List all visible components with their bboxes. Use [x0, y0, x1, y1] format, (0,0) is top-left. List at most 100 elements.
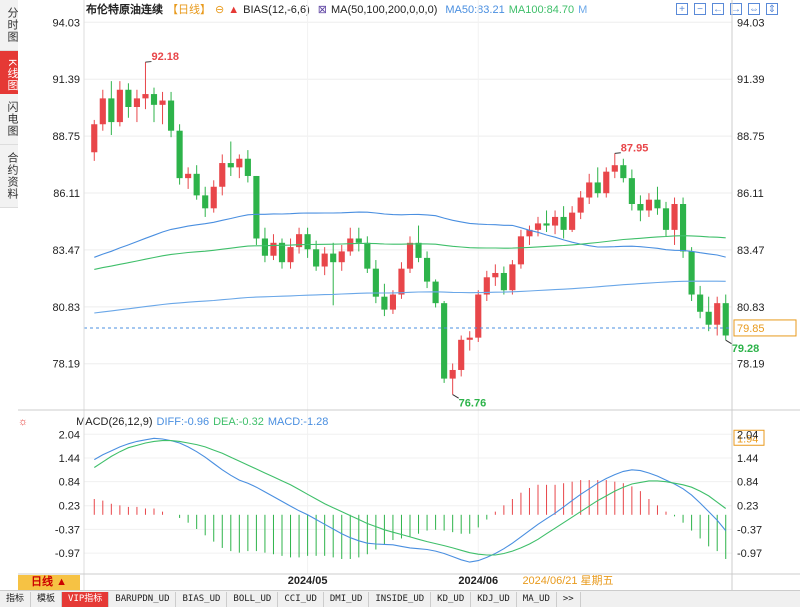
candle-body — [355, 238, 362, 243]
last-low-label-pointer — [725, 339, 732, 345]
tab-contract-info[interactable]: 合约资料 — [0, 145, 18, 208]
ma-indicator-label[interactable]: ⊠ MA(50,100,200,0,0,0) — [317, 4, 438, 16]
macd-cursor-label: 1.94 — [737, 433, 758, 445]
candle-body — [509, 264, 516, 291]
price-tick-right: 88.75 — [737, 131, 765, 143]
price-tick-left: 88.75 — [52, 131, 80, 143]
candle-body — [142, 94, 149, 99]
zoom-in-icon[interactable]: + — [676, 3, 688, 15]
bias-indicator-label[interactable]: ▲ BIAS(12,-6,6) — [228, 4, 310, 16]
candle-body — [662, 208, 670, 230]
scroll-right-icon[interactable]: → — [730, 3, 742, 15]
cursor-date: 2024/06/21 星期五 — [522, 574, 613, 587]
zoom-out-icon[interactable]: − — [694, 3, 706, 15]
candle-body — [227, 163, 234, 168]
candle-body — [679, 204, 687, 252]
price-tick-left: 91.39 — [52, 74, 80, 86]
macd-tick-left: 0.84 — [59, 477, 80, 489]
candle-body — [287, 247, 294, 263]
candle-body — [586, 182, 593, 198]
macd-tick-right: 0.23 — [737, 501, 758, 513]
indicator-tab[interactable]: BARUPDN_UD — [109, 592, 177, 607]
macd-title: MACD(26,12,9) — [76, 416, 153, 428]
high-label: 92.18 — [151, 51, 179, 63]
indicator-tab[interactable]: 指标 — [0, 592, 32, 607]
candle-body — [628, 178, 635, 204]
low-label: 76.76 — [459, 398, 487, 410]
indicator-tab[interactable]: MA_UD — [517, 592, 557, 607]
high-label-pointer — [145, 61, 152, 63]
last-low-label: 79.28 — [732, 343, 760, 355]
candle-body — [543, 223, 550, 226]
candle-body — [423, 257, 431, 282]
period-selector[interactable]: 日线 ▲ — [18, 575, 80, 590]
indicator-tab[interactable]: 模板 — [31, 592, 63, 607]
candle-body — [492, 272, 499, 278]
candle-body — [577, 197, 584, 213]
candle-body — [671, 204, 678, 230]
macd-tick-left: -0.97 — [55, 548, 80, 560]
indicator-tab[interactable]: BIAS_UD — [176, 592, 228, 607]
candle-body — [500, 272, 507, 291]
candle-body — [449, 369, 456, 379]
time-tick: 2024/05 — [288, 575, 328, 587]
price-tick-right: 94.03 — [737, 17, 765, 29]
candle-body — [347, 238, 354, 252]
tab-flash[interactable]: 闪电图 — [0, 94, 18, 145]
candle-body — [167, 100, 175, 131]
indicator-tab[interactable]: VIP指标 — [62, 592, 110, 607]
price-tick-left: 80.83 — [52, 302, 80, 314]
candle-body — [517, 236, 525, 265]
candle-body — [125, 89, 132, 107]
candle-body — [389, 294, 397, 310]
candle-body — [210, 186, 217, 209]
peak-label: 87.95 — [621, 142, 649, 154]
macd-tick-left: 2.04 — [59, 429, 80, 441]
candle-body — [304, 234, 311, 250]
bias-icon: ▲ — [228, 4, 240, 16]
chart-header: 布伦特原油连续 【日线】 ⊖ ▲ BIAS(12,-6,6) ⊠ MA(50,100,200… — [86, 2, 591, 18]
ma50-value: MA50:83.21 — [445, 4, 505, 16]
macd-tick-right: -0.97 — [737, 548, 762, 560]
candle-body — [534, 223, 542, 230]
candle-body — [261, 238, 269, 256]
candle-body — [270, 242, 277, 256]
candle-body — [705, 311, 712, 325]
candle-body — [244, 158, 251, 176]
candle-body — [637, 204, 644, 211]
fit-vertical-icon[interactable]: ⇕ — [766, 3, 778, 15]
ma200-line — [94, 280, 726, 314]
indicator-tab[interactable]: BOLL_UD — [227, 592, 279, 607]
candle-body — [688, 251, 695, 295]
indicator-tab[interactable]: INSIDE_UD — [369, 592, 432, 607]
macd-tick-left: 0.23 — [59, 501, 80, 513]
candle-body — [108, 98, 115, 123]
instrument-title: 布伦特原油连续 — [86, 4, 163, 16]
candle-body — [406, 242, 414, 269]
axes: 94.03 94.03 91.39 91.39 88.75 88.75 86.11 86.11… — [18, 0, 800, 590]
indicator-tab[interactable]: >> — [557, 592, 581, 607]
candle-body — [330, 253, 337, 263]
tab-intraday[interactable]: 分时图 — [0, 0, 18, 51]
price-tick-right: 91.39 — [737, 74, 765, 86]
indicator-tabs: 指标 模板 VIP指标 BARUPDN_UD BIAS_UD BOLL_UD CCI_UD D… — [0, 590, 800, 607]
peak-label-pointer — [614, 152, 621, 154]
scroll-left-icon[interactable]: ← — [712, 3, 724, 15]
indicator-tab[interactable]: CCI_UD — [278, 592, 324, 607]
period-tag[interactable]: 【日线】 — [167, 4, 211, 16]
tab-kline[interactable]: K线图 — [0, 51, 18, 100]
indicator-tab[interactable]: DMI_UD — [324, 592, 370, 607]
fit-horizontal-icon[interactable]: ⇔ — [748, 3, 760, 15]
price-tick-left: 78.19 — [52, 359, 80, 371]
candle-body — [193, 173, 200, 196]
candle-body — [176, 130, 183, 179]
macd-settings-icon[interactable]: ☼ — [18, 416, 29, 428]
candle-body — [99, 98, 106, 125]
candle-body — [526, 229, 533, 237]
macd-panel: 1.94 — [84, 429, 765, 563]
settings-icon[interactable]: ⊖ — [215, 4, 225, 16]
indicator-tab[interactable]: KD_UD — [431, 592, 472, 607]
indicator-tab[interactable]: KDJ_UD — [471, 592, 517, 607]
candle-body — [150, 94, 158, 105]
